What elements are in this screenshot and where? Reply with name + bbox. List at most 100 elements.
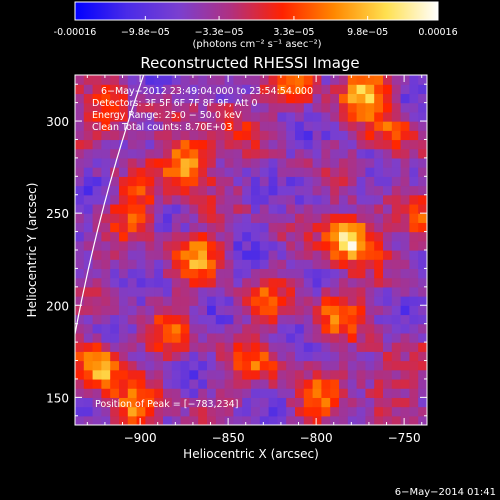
heatmap-cell: [312, 388, 322, 398]
heatmap-cell: [259, 222, 270, 233]
heatmap-cell: [145, 286, 155, 297]
heatmap-cell: [277, 286, 287, 297]
heatmap-cell: [154, 250, 164, 260]
heatmap-cell: [145, 222, 155, 233]
heatmap-cell: [189, 121, 199, 131]
heatmap-cell: [180, 360, 190, 371]
heatmap-cell: [383, 305, 393, 316]
heatmap-cell: [409, 93, 419, 104]
heatmap-cell: [154, 194, 164, 205]
heatmap-cell: [145, 277, 155, 288]
heatmap-cell: [400, 231, 410, 242]
heatmap-cell: [321, 323, 331, 334]
heatmap-cell: [136, 305, 146, 316]
heatmap-cell: [251, 213, 261, 223]
heatmap-cell: [83, 148, 94, 159]
heatmap-cell: [418, 111, 427, 122]
heatmap-cell: [145, 296, 155, 306]
heatmap-cell: [207, 369, 217, 380]
heatmap-cell: [136, 406, 146, 417]
heatmap-cell: [268, 342, 278, 352]
heatmap-cell: [163, 314, 173, 325]
heatmap-cell: [339, 130, 349, 141]
solar-limb-arc: [75, 75, 145, 338]
heatmap-cell: [312, 259, 322, 270]
heatmap-cell: [154, 397, 164, 408]
heatmap-cell: [145, 176, 155, 187]
heatmap-cell: [92, 194, 102, 205]
heatmap-cell: [356, 250, 366, 260]
heatmap-cell: [365, 277, 375, 288]
heatmap-cell: [163, 130, 173, 141]
heatmap-cell: [101, 259, 111, 270]
heatmap-cell: [365, 351, 375, 362]
heatmap-cell: [339, 277, 349, 288]
heatmap-cell: [330, 314, 340, 325]
heatmap-cell: [224, 369, 234, 380]
heatmap-cell: [83, 286, 94, 297]
heatmap-cell: [391, 360, 402, 371]
heatmap-cell: [321, 250, 331, 260]
x-axis-ticks: −900 −850 −800 −750: [86, 75, 423, 445]
heatmap-cell: [383, 185, 393, 196]
heatmap-cell: [391, 102, 402, 113]
heatmap-cell: [127, 259, 138, 270]
heatmap-cell: [215, 268, 226, 279]
heatmap-cell: [295, 332, 305, 343]
heatmap-cell: [418, 378, 427, 389]
heatmap-cell: [119, 102, 129, 113]
heatmap-cell: [163, 213, 173, 223]
heatmap-cell: [145, 203, 155, 214]
heatmap-cell: [295, 286, 305, 297]
heatmap-cell: [101, 130, 111, 141]
heatmap-cell: [295, 305, 305, 316]
heatmap-cell: [409, 111, 419, 122]
heatmap-cell: [75, 378, 85, 389]
heatmap-cell: [224, 351, 234, 362]
heatmap-cell: [233, 314, 243, 325]
heatmap-cell: [295, 250, 305, 260]
heatmap-cell: [198, 286, 208, 297]
heatmap-cell: [374, 130, 384, 141]
heatmap-cell: [251, 194, 261, 205]
heatmap-cell: [391, 388, 402, 398]
heatmap-cell: [339, 342, 349, 352]
heatmap-cell: [171, 397, 182, 408]
heatmap-cell: [418, 194, 427, 205]
heatmap-cell: [215, 194, 226, 205]
heatmap-cell: [136, 111, 146, 122]
heatmap-cell: [400, 148, 410, 159]
colorbar-gradient: [74, 1, 439, 21]
heatmap-cell: [295, 167, 305, 177]
heatmap-cell: [83, 176, 94, 187]
heatmap-cell: [127, 222, 138, 233]
heatmap-cell: [242, 203, 252, 214]
heatmap-cell: [277, 388, 287, 398]
heatmap-cell: [330, 222, 340, 233]
heatmap-cell: [409, 314, 419, 325]
colorbar-tick-label: 0.00016: [418, 27, 457, 38]
heatmap-cell: [198, 84, 208, 95]
heatmap-cell: [286, 176, 296, 187]
heatmap-cell: [268, 203, 278, 214]
heatmap-cell: [303, 222, 314, 233]
heatmap-cell: [303, 342, 314, 352]
heatmap-cell: [171, 240, 182, 251]
heatmap-cell: [303, 139, 314, 150]
heatmap-cell: [198, 139, 208, 150]
heatmap-cell: [268, 84, 278, 95]
heatmap-cell: [295, 314, 305, 325]
heatmap-cell: [127, 296, 138, 306]
heatmap-cell: [365, 378, 375, 389]
heatmap-cell: [356, 314, 366, 325]
heatmap-cell: [400, 342, 410, 352]
heatmap-cell: [163, 378, 173, 389]
heatmap-cell: [259, 378, 270, 389]
heatmap-cell: [383, 351, 393, 362]
heatmap-cell: [339, 84, 349, 95]
heatmap-cell: [330, 139, 340, 150]
heatmap-cell: [259, 185, 270, 196]
heatmap-cell: [286, 277, 296, 288]
heatmap-cell: [330, 240, 340, 251]
